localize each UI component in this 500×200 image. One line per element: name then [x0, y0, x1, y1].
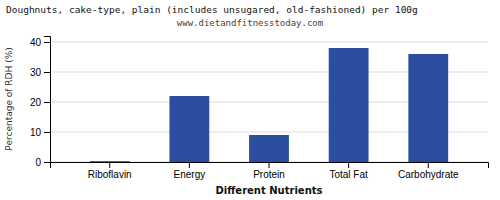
y-tick-label: 40: [30, 37, 42, 48]
y-tick: 10: [30, 127, 50, 138]
y-tick: 30: [30, 67, 50, 78]
y-tick-label: 0: [35, 157, 41, 168]
grid: [50, 42, 488, 162]
x-tick-mark: [428, 162, 429, 168]
y-tick-label: 20: [30, 97, 42, 108]
x-tick: Energy: [174, 162, 206, 180]
plot: 0 10 20 30 40 Riboflavin Energy Protein Total Fa…: [30, 37, 489, 181]
y-tick: 40: [30, 37, 50, 48]
x-tick-mark: [189, 162, 190, 168]
y-tick-mark: [44, 72, 50, 73]
x-tick-label: Energy: [174, 169, 206, 180]
y-tick-mark: [44, 102, 50, 103]
x-tick: Carbohydrate: [398, 162, 459, 180]
y-tick-mark: [44, 42, 50, 43]
x-tick-mark: [348, 162, 349, 168]
y-tick-mark: [44, 162, 50, 163]
x-tick-label: Protein: [253, 169, 285, 180]
x-tick: Total Fat: [329, 162, 368, 180]
bar: [408, 54, 448, 162]
chart-container: Doughnuts, cake-type, plain (includes un…: [0, 0, 500, 200]
y-axis: 0 10 20 30 40: [30, 37, 51, 168]
x-tick-label: Total Fat: [329, 169, 368, 180]
x-axis-line: [51, 163, 489, 169]
y-tick: 20: [30, 97, 50, 108]
y-axis-title: Percentage of RDH (%): [4, 47, 14, 150]
bar: [249, 135, 289, 162]
y-tick-label: 10: [30, 127, 42, 138]
bar: [169, 96, 209, 162]
x-tick: Protein: [253, 162, 285, 180]
y-axis-line: [44, 37, 51, 163]
y-tick: 0: [35, 157, 50, 168]
subtitle: www.dietandfitnesstoday.com: [177, 18, 323, 28]
bar: [90, 161, 130, 162]
title: Doughnuts, cake-type, plain (includes un…: [6, 4, 418, 15]
y-tick-label: 30: [30, 67, 42, 78]
x-tick-label: Riboflavin: [88, 169, 132, 180]
grid-line: [50, 42, 488, 43]
x-tick-label: Carbohydrate: [398, 169, 459, 180]
x-axis: Riboflavin Energy Protein Total Fat Carbohyd…: [51, 162, 489, 180]
bar: [329, 48, 369, 162]
x-tick-mark: [109, 162, 110, 168]
bars: [90, 48, 448, 162]
x-tick: Riboflavin: [88, 162, 132, 180]
x-axis-title: Different Nutrients: [216, 185, 323, 196]
x-tick-mark: [269, 162, 270, 168]
chart-svg: Doughnuts, cake-type, plain (includes un…: [0, 0, 500, 200]
y-tick-mark: [44, 132, 50, 133]
